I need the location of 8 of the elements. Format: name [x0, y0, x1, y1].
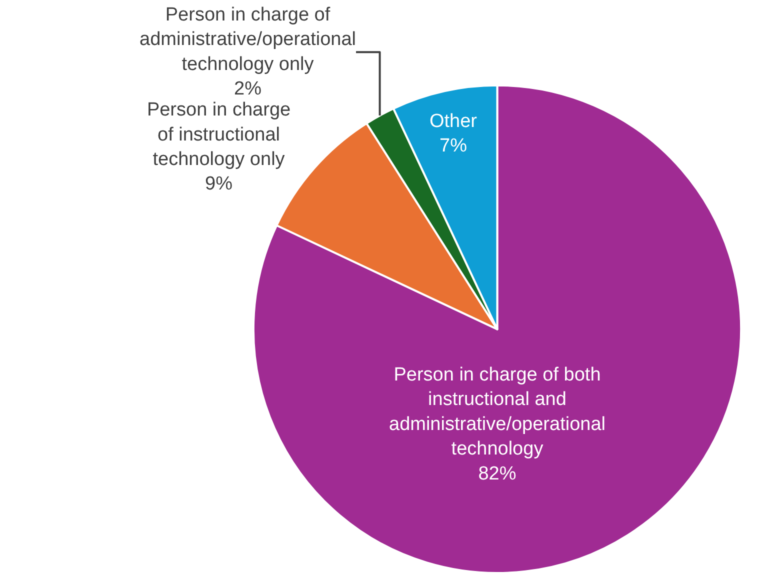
slice-label: Person in charge of instructional technology only	[146, 100, 291, 170]
slice-label: Other	[429, 111, 478, 132]
data-label: 82%	[478, 463, 516, 484]
data-label: 2%	[234, 78, 262, 100]
data-label: 7%	[440, 136, 468, 157]
data-label: 9%	[205, 174, 233, 195]
slice-label: Person in charge of administrative/operational technology only	[140, 4, 356, 75]
slice-label: Person in charge of both instructional and administrative/operational technology	[388, 364, 606, 460]
